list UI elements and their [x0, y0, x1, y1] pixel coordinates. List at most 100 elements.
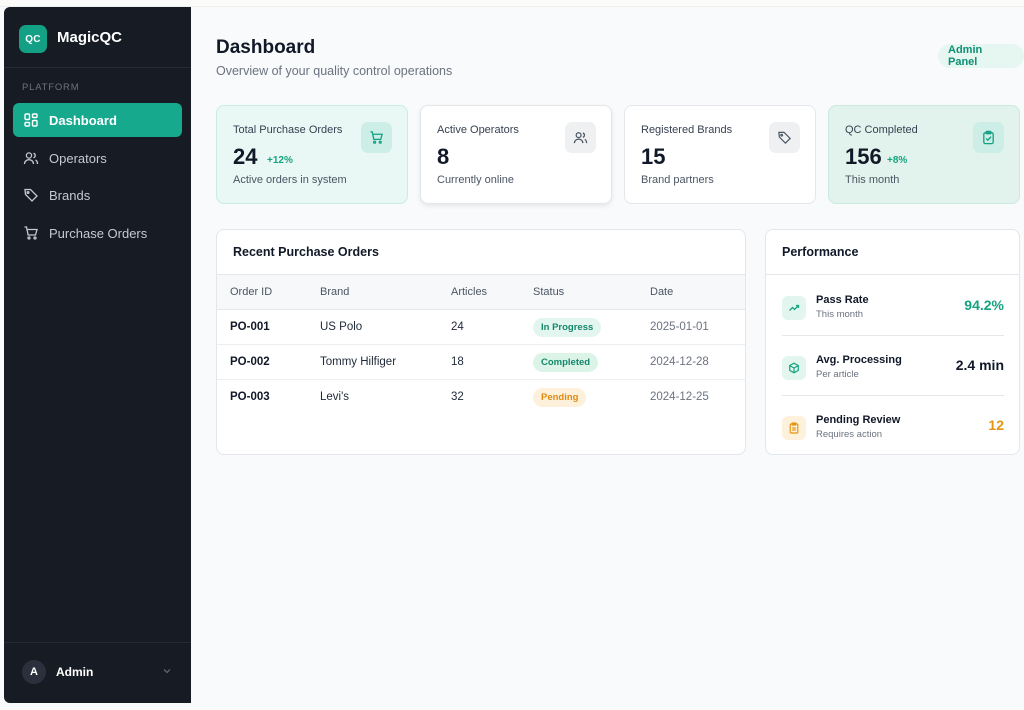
- tag-icon: [778, 131, 791, 144]
- order-date: 2024-12-28: [650, 356, 709, 368]
- column-header[interactable]: Brand: [320, 286, 350, 298]
- brand-header[interactable]: QC MagicQC: [4, 7, 191, 68]
- stat-value: 15: [641, 144, 666, 169]
- sidebar-item-label: Dashboard: [49, 112, 117, 128]
- order-articles: 18: [451, 356, 464, 368]
- metric-label: Pass Rate: [816, 294, 869, 306]
- sidebar-item-label: Brands: [49, 187, 91, 203]
- card-title: Recent Purchase Orders: [233, 245, 379, 259]
- table-row[interactable]: PO-001 US Polo 24 In Progress 2025-01-01: [217, 310, 745, 345]
- stat-change: +12%: [267, 155, 293, 166]
- status-badge: Completed: [533, 353, 599, 372]
- divider: [782, 335, 1004, 336]
- table-row[interactable]: PO-003 Levi's 32 Pending 2024-12-25: [217, 380, 745, 415]
- sidebar-item-brands[interactable]: Brands: [13, 178, 182, 212]
- metric-subtext: Requires action: [816, 429, 883, 440]
- stat-icon-box: [361, 122, 392, 153]
- sidebar-item-operators[interactable]: Operators: [13, 141, 182, 175]
- sidebar-item-purchase-orders[interactable]: Purchase Orders: [13, 216, 182, 250]
- order-brand: Tommy Hilfiger: [320, 356, 397, 368]
- sidebar-item-dashboard[interactable]: Dashboard: [13, 103, 182, 137]
- metric-subtext: Per article: [816, 369, 859, 380]
- stat-card-qc-completed[interactable]: QC Completed 156 +8% This month: [828, 105, 1020, 204]
- user-name: Admin: [56, 665, 94, 679]
- stat-subtext: Active orders in system: [233, 174, 347, 186]
- stat-value: 24: [233, 144, 258, 169]
- order-articles: 24: [451, 321, 464, 333]
- package-icon: [789, 362, 799, 374]
- column-header[interactable]: Articles: [451, 286, 488, 298]
- card-divider: [217, 274, 745, 275]
- trending-up-icon: [789, 304, 800, 311]
- tag-icon: [24, 188, 38, 202]
- table-header: Order ID Brand Articles Status Date: [217, 275, 745, 310]
- order-date: 2025-01-01: [650, 321, 709, 333]
- stat-card-registered-brands[interactable]: Registered Brands 15 Brand partners: [624, 105, 816, 204]
- app-name: MagicQC: [57, 29, 123, 46]
- stat-card-purchase-orders[interactable]: Total Purchase Orders 24 +12% Active ord…: [216, 105, 408, 204]
- order-date: 2024-12-25: [650, 391, 709, 403]
- sidebar: QC MagicQC PLATFORM Dashboard Operators …: [4, 7, 191, 703]
- perf-icon-box: [782, 296, 806, 320]
- metric-subtext: This month: [816, 309, 863, 320]
- clipboard-check-icon: [983, 130, 994, 145]
- metric-value: 94.2%: [964, 297, 1004, 313]
- stat-subtext: Brand partners: [641, 174, 714, 186]
- stat-value: 156: [845, 144, 882, 169]
- metric-pass-rate: Pass Rate This month 94.2%: [782, 282, 1004, 334]
- stat-label: Registered Brands: [641, 124, 733, 136]
- stat-label: Active Operators: [437, 124, 519, 136]
- order-brand: US Polo: [320, 321, 363, 333]
- stat-card-active-operators[interactable]: Active Operators 8 Currently online: [420, 105, 612, 204]
- avatar: A: [22, 660, 46, 684]
- order-id: PO-001: [230, 321, 270, 333]
- stat-subtext: This month: [845, 174, 900, 186]
- users-icon: [573, 132, 588, 144]
- perf-icon-box: [782, 416, 806, 440]
- status-badge: Pending: [533, 388, 587, 407]
- stat-subtext: Currently online: [437, 174, 515, 186]
- stat-icon-box: [565, 122, 596, 153]
- stat-value: 8: [437, 144, 450, 169]
- users-icon: [23, 152, 39, 165]
- metric-value: 12: [988, 417, 1004, 433]
- metric-pending-review: Pending Review Requires action 12: [782, 402, 1004, 454]
- chevron-down-icon: [163, 669, 171, 674]
- clipboard-icon: [789, 422, 799, 434]
- stat-change: +8%: [887, 155, 908, 166]
- metric-label: Avg. Processing: [816, 354, 902, 366]
- app-logo: QC: [19, 25, 47, 53]
- stat-icon-box: [973, 122, 1004, 153]
- status-badge: In Progress: [533, 318, 602, 337]
- cart-icon: [24, 226, 38, 240]
- metric-avg-processing: Avg. Processing Per article 2.4 min: [782, 342, 1004, 394]
- divider: [782, 395, 1004, 396]
- performance-card: Performance Pass Rate This month 94.2%: [765, 229, 1020, 455]
- order-id: PO-003: [230, 391, 270, 403]
- dashboard-icon: [24, 113, 38, 127]
- user-menu[interactable]: A Admin: [4, 652, 191, 692]
- sidebar-divider: [4, 642, 191, 643]
- sidebar-item-label: Operators: [49, 150, 107, 166]
- column-header[interactable]: Status: [533, 286, 565, 298]
- main-content: Dashboard Overview of your quality contr…: [191, 7, 1024, 703]
- order-articles: 32: [451, 391, 464, 403]
- metric-value: 2.4 min: [955, 357, 1004, 373]
- table-row[interactable]: PO-002 Tommy Hilfiger 18 Completed 2024-…: [217, 345, 745, 380]
- top-edge: [0, 0, 1024, 7]
- order-id: PO-002: [230, 356, 270, 368]
- page-subtitle: Overview of your quality control operati…: [216, 64, 453, 78]
- page-title: Dashboard: [216, 37, 316, 58]
- column-header[interactable]: Order ID: [230, 286, 273, 298]
- stat-label: Total Purchase Orders: [233, 124, 343, 136]
- stat-icon-box: [769, 122, 800, 153]
- card-divider: [766, 274, 1019, 275]
- order-brand: Levi's: [320, 391, 350, 403]
- card-title: Performance: [782, 245, 859, 259]
- recent-orders-card: Recent Purchase Orders Order ID Brand Ar…: [216, 229, 746, 455]
- stat-label: QC Completed: [845, 124, 918, 136]
- column-header[interactable]: Date: [650, 286, 674, 298]
- cart-icon: [370, 131, 383, 144]
- sidebar-item-label: Purchase Orders: [49, 225, 148, 241]
